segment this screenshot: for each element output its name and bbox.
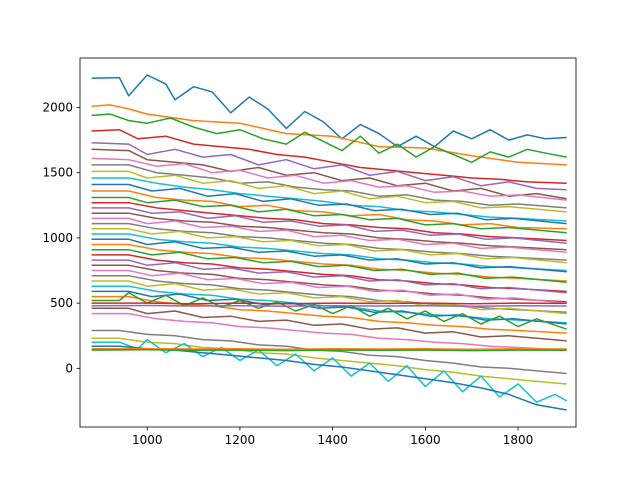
y-tick-label: 2000	[42, 101, 73, 115]
series-line-4	[91, 128, 567, 184]
series-line-1	[91, 74, 567, 148]
series-line-15	[91, 207, 567, 244]
series-line-27	[91, 269, 567, 304]
y-tick-label: 0	[65, 361, 73, 375]
series-line-34	[91, 302, 567, 305]
series-line-21	[91, 238, 567, 273]
x-tick-label: 1400	[317, 433, 348, 447]
series-line-20	[91, 233, 567, 272]
series-line-42	[91, 348, 567, 351]
series-line-11	[91, 183, 567, 225]
series-line-37	[91, 312, 567, 351]
x-tick-label: 1800	[503, 433, 534, 447]
y-tick-label: 1500	[42, 166, 73, 180]
axes: 1000 1200 1400 1600 1800 0 500 1000 1500 2000	[42, 57, 577, 447]
series-line-3	[91, 113, 567, 164]
series-line-13	[91, 196, 567, 234]
series-line-17	[91, 217, 567, 254]
axes-frame	[79, 57, 577, 428]
series-line-24	[91, 254, 567, 293]
x-tick-label: 1200	[225, 433, 256, 447]
x-tick-label: 1600	[410, 433, 441, 447]
series-line-9	[91, 170, 567, 213]
series-line-43	[91, 349, 567, 352]
series-line-5	[91, 142, 567, 191]
series-line-25	[91, 259, 567, 294]
series-line-36	[91, 307, 567, 342]
series-line-12	[91, 190, 567, 230]
series-line-6	[91, 148, 567, 200]
series-line-39	[91, 337, 567, 385]
series-line-33	[91, 291, 567, 330]
y-tick-label: 500	[50, 296, 73, 310]
series-line-7	[91, 157, 567, 201]
y-tick-label: 1000	[42, 231, 73, 245]
series-line-23	[91, 248, 567, 284]
series-line-2	[91, 104, 567, 166]
series-line-35	[91, 304, 567, 308]
series-line-19	[91, 228, 567, 264]
series-line-10	[91, 177, 567, 222]
plot-area	[91, 74, 568, 411]
series-line-14	[91, 201, 567, 242]
series-line-16	[91, 212, 567, 251]
series-line-8	[91, 164, 567, 209]
x-tick-label: 1000	[132, 433, 163, 447]
series-line-18	[91, 222, 567, 261]
